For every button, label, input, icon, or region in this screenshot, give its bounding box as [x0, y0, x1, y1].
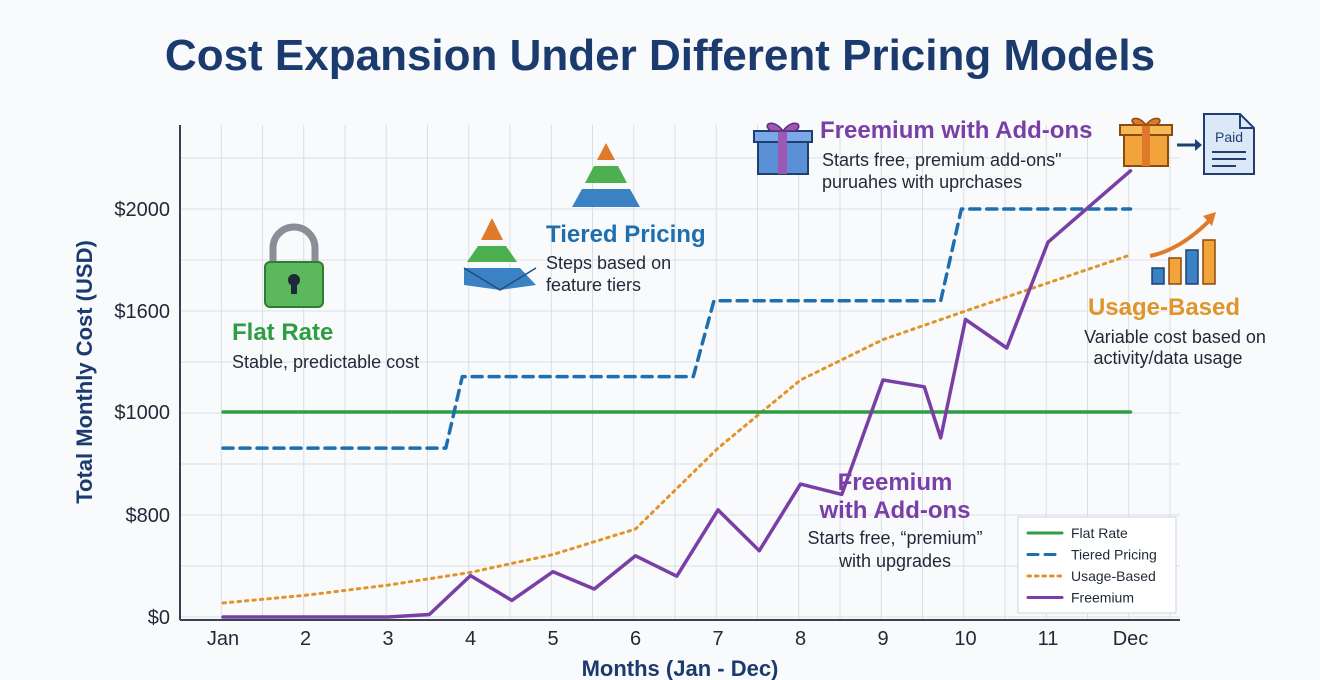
y-tick-label: $0	[148, 607, 170, 629]
x-tick-label: 10	[954, 628, 976, 650]
annotation-flat-rate: Flat Rate Stable, predictable cost	[232, 319, 419, 372]
chart-title: Cost Expansion Under Different Pricing M…	[165, 31, 1155, 80]
x-tick-label: 5	[547, 628, 558, 650]
flat-rate-desc: Stable, predictable cost	[232, 352, 419, 372]
legend-label: Tiered Pricing	[1071, 547, 1157, 563]
y-tick-label: $2000	[114, 199, 170, 221]
x-tick-label: Jan	[207, 628, 239, 650]
bar-growth-icon	[1149, 212, 1216, 285]
lock-icon	[264, 223, 324, 308]
orange-gift-icon	[1119, 117, 1173, 167]
y-axis-title: Total Monthly Cost (USD)	[72, 240, 97, 504]
flat-rate-title: Flat Rate	[232, 319, 333, 346]
tiered-title: Tiered Pricing	[546, 221, 706, 248]
invoice-label: Paid	[1215, 129, 1243, 145]
x-tick-label: 2	[300, 628, 311, 650]
x-tick-label: Dec	[1113, 628, 1149, 650]
tick-labels: $0 $800 $1000 $1600 $2000 Jan 2 3 4 5 6 7 8 9 10 11 Dec	[114, 199, 1148, 650]
axes	[179, 125, 1180, 621]
usage-title: Usage-Based	[1088, 294, 1240, 321]
series	[221, 169, 1133, 619]
invoice-icon: Paid	[1203, 113, 1255, 175]
x-tick-label: 7	[712, 628, 723, 650]
pyramid-icon	[572, 143, 640, 207]
legend-label: Freemium	[1071, 590, 1134, 606]
freemium-top-desc-line2: puruahes with uprchases	[822, 172, 1022, 192]
x-tick-label: 3	[382, 628, 393, 650]
tiered-desc-line2: feature tiers	[546, 275, 641, 295]
x-tick-label: 4	[465, 628, 476, 650]
series-line-freemium	[221, 169, 1133, 619]
y-tick-label: $1000	[114, 402, 170, 424]
freemium-mid-desc-line1: Starts free, “premium”	[807, 528, 982, 548]
usage-desc-line2: activity/data usage	[1093, 348, 1242, 368]
y-tick-label: $800	[126, 505, 171, 527]
legend-label: Usage-Based	[1071, 568, 1156, 584]
legend: Flat Rate Tiered Pricing Usage-Based Freemi…	[1017, 516, 1177, 614]
tiered-desc-line1: Steps based on	[546, 253, 671, 273]
x-tick-label: 8	[795, 628, 806, 650]
freemium-mid-title-line2: with Add-ons	[818, 497, 970, 524]
annotation-freemium-mid: Freemium with Add-ons Starts free, “prem…	[807, 469, 982, 571]
gift-box-icon	[753, 122, 813, 175]
legend-label: Flat Rate	[1071, 525, 1128, 541]
annotation-tiered: Tiered Pricing Steps based on feature ti…	[546, 221, 706, 295]
x-axis-title: Months (Jan - Dec)	[582, 656, 779, 680]
usage-desc-line1: Variable cost based on	[1084, 327, 1266, 347]
x-tick-label: 9	[877, 628, 888, 650]
freemium-mid-desc-line2: with upgrades	[838, 551, 951, 571]
freemium-top-title: Freemium with Add-ons	[820, 117, 1092, 144]
annotation-usage: Usage-Based Variable cost based on activ…	[1084, 294, 1266, 368]
series-line-usage-based	[221, 253, 1132, 605]
freemium-mid-title-line1: Freemium	[838, 469, 953, 496]
freemium-top-desc-line1: Starts free, premium add-onsʺ	[822, 150, 1061, 170]
arrow-right-icon	[1177, 139, 1202, 151]
y-tick-label: $1600	[114, 301, 170, 323]
x-tick-label: 6	[630, 628, 641, 650]
pyramid-3d-icon	[463, 218, 537, 291]
annotation-freemium-top: Freemium with Add-ons Starts free, premi…	[820, 117, 1092, 192]
series-line-tiered-pricing	[221, 207, 1133, 450]
x-tick-label: 11	[1038, 628, 1059, 650]
